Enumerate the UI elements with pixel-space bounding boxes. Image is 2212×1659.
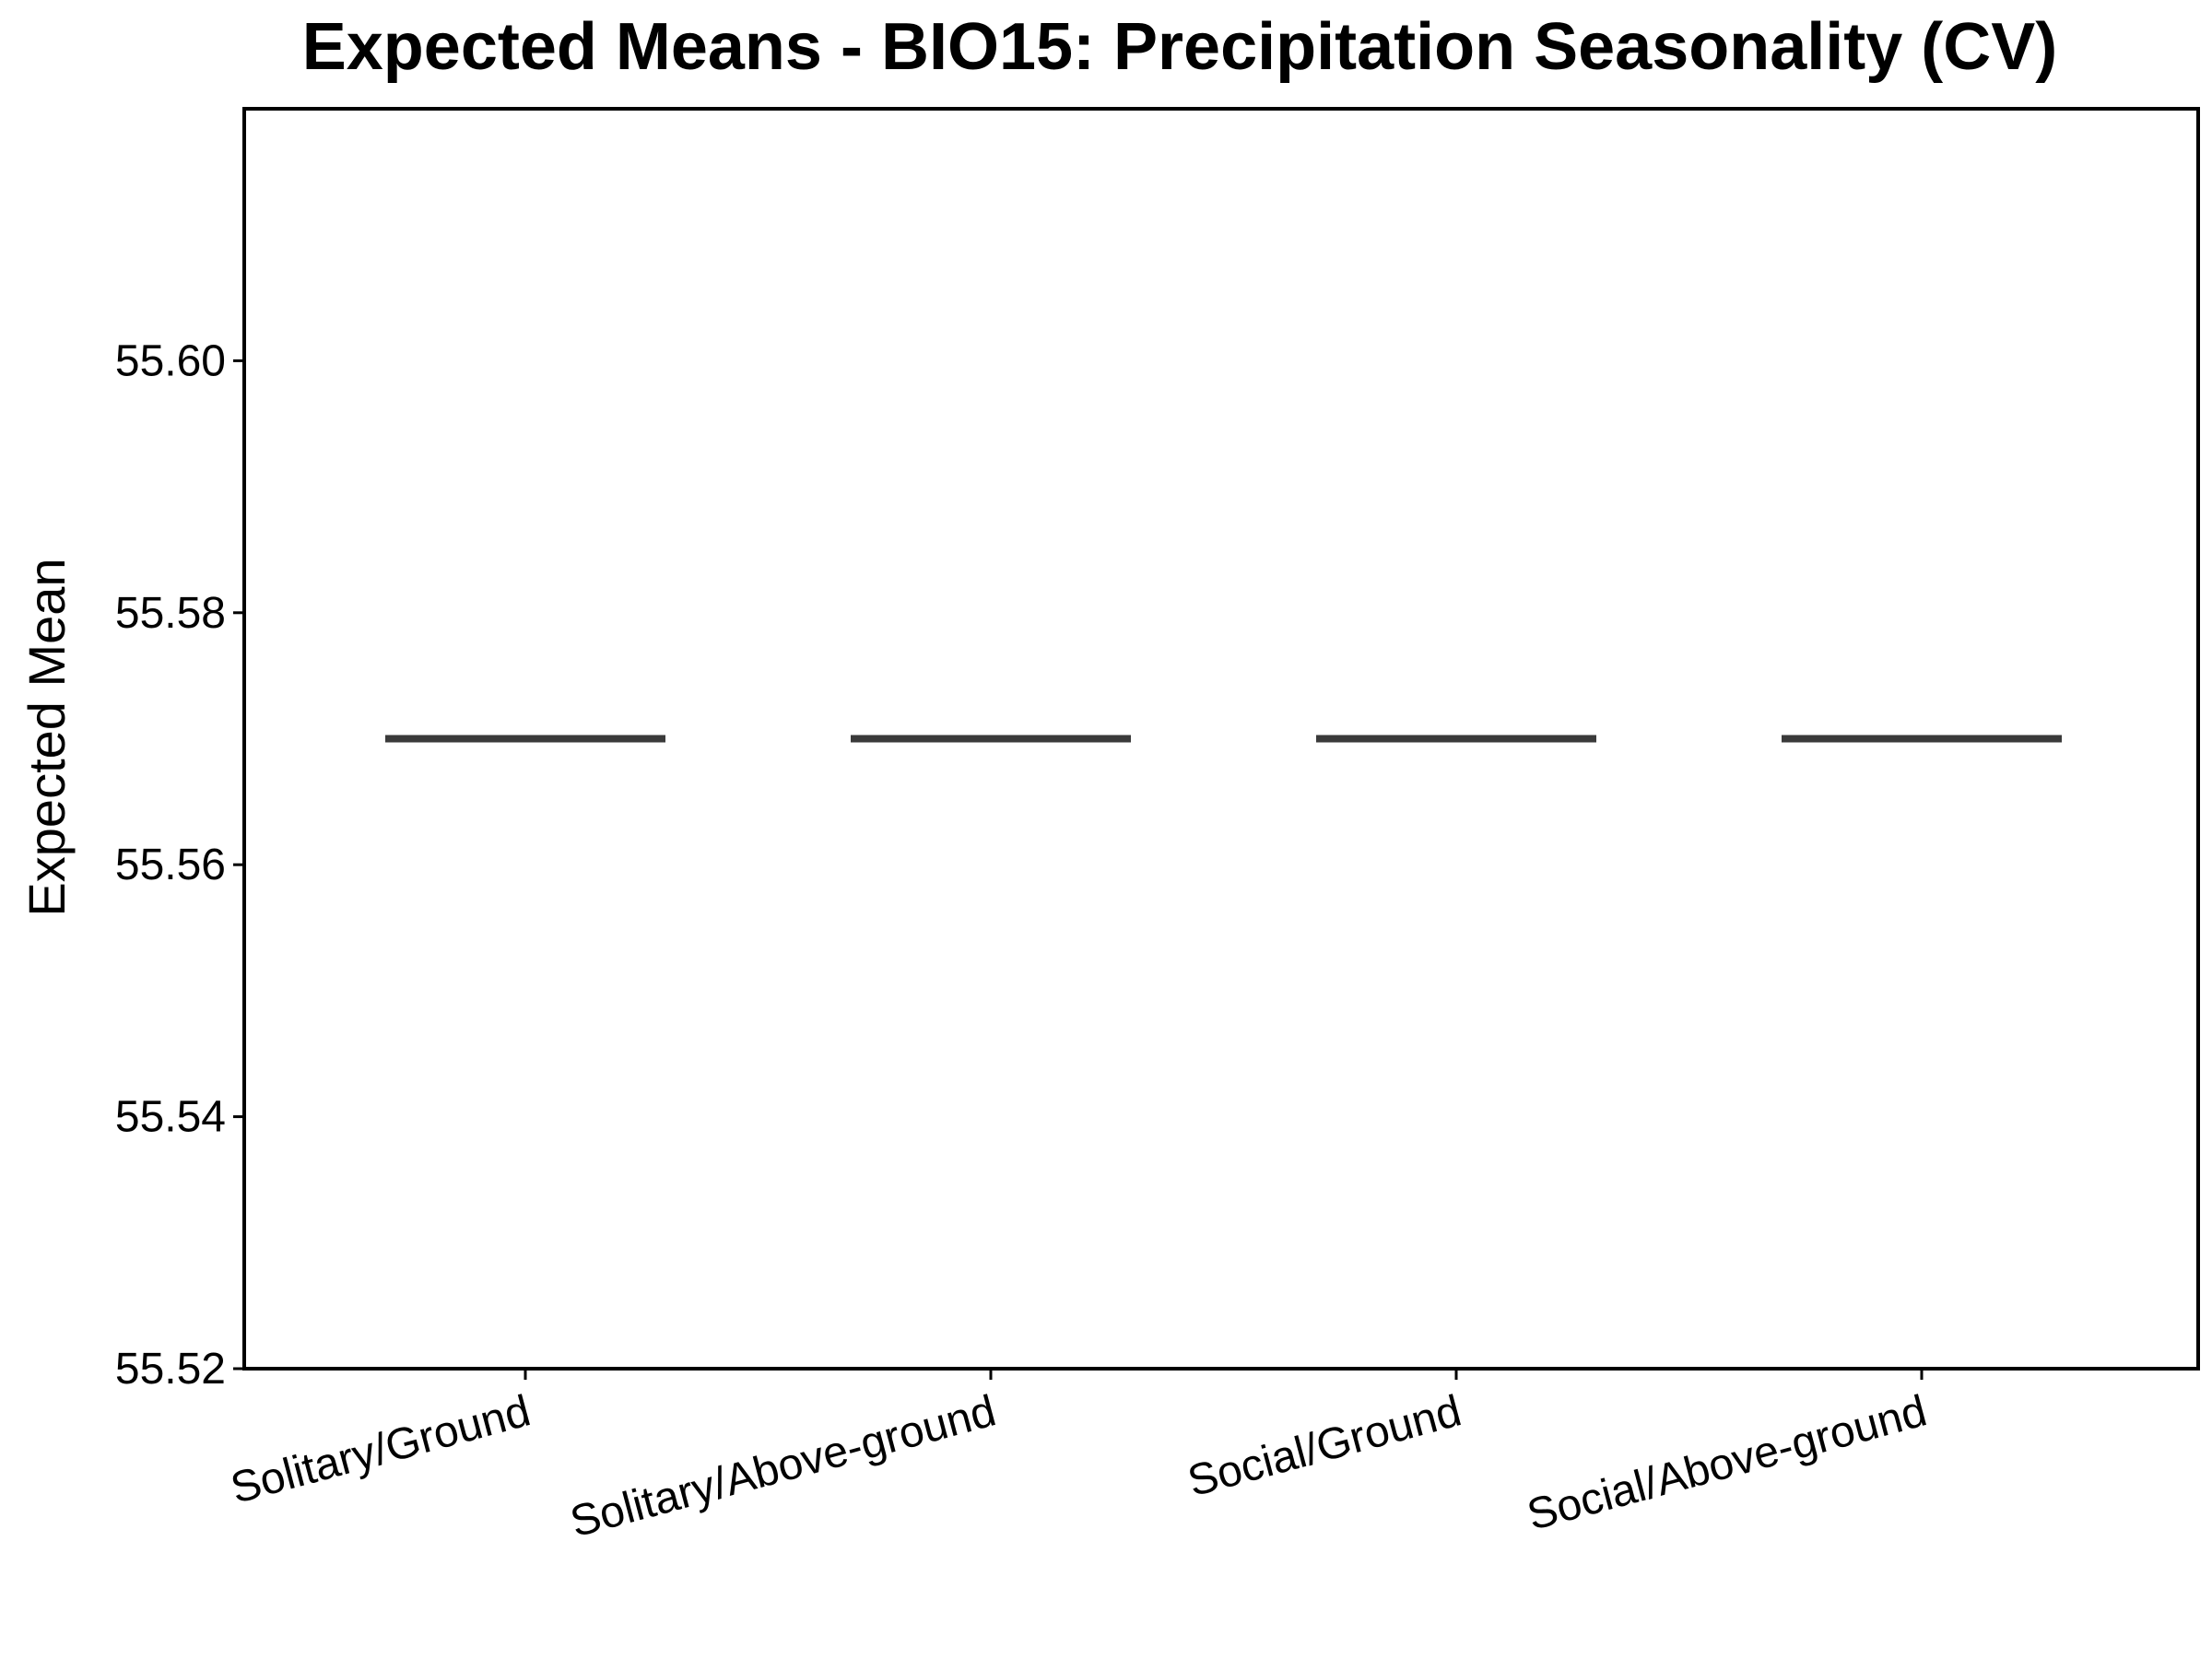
x-axis-ticks: Solitary/Ground Solitary/Above-ground Soci… — [226, 1369, 1932, 1547]
chart-title: Expected Means - BIO15: Precipitation Se… — [302, 10, 2058, 84]
x-tick-label: Solitary/Ground — [226, 1386, 535, 1513]
y-tick-label: 55.52 — [115, 1345, 226, 1394]
y-axis-label: Expected Mean — [18, 558, 76, 916]
y-tick-label: 55.58 — [115, 589, 226, 638]
x-tick-label: Social/Above-ground — [1523, 1386, 1932, 1540]
y-tick-label: 55.60 — [115, 336, 226, 385]
plot-panel — [242, 107, 2200, 1371]
x-tick-label: Social/Ground — [1182, 1386, 1466, 1506]
y-axis-ticks: 55.52 55.54 55.56 55.58 55.60 — [115, 336, 244, 1394]
y-tick-label: 55.54 — [115, 1093, 226, 1142]
y-tick-label: 55.56 — [115, 841, 226, 889]
x-tick-label: Solitary/Above-ground — [565, 1386, 1000, 1547]
